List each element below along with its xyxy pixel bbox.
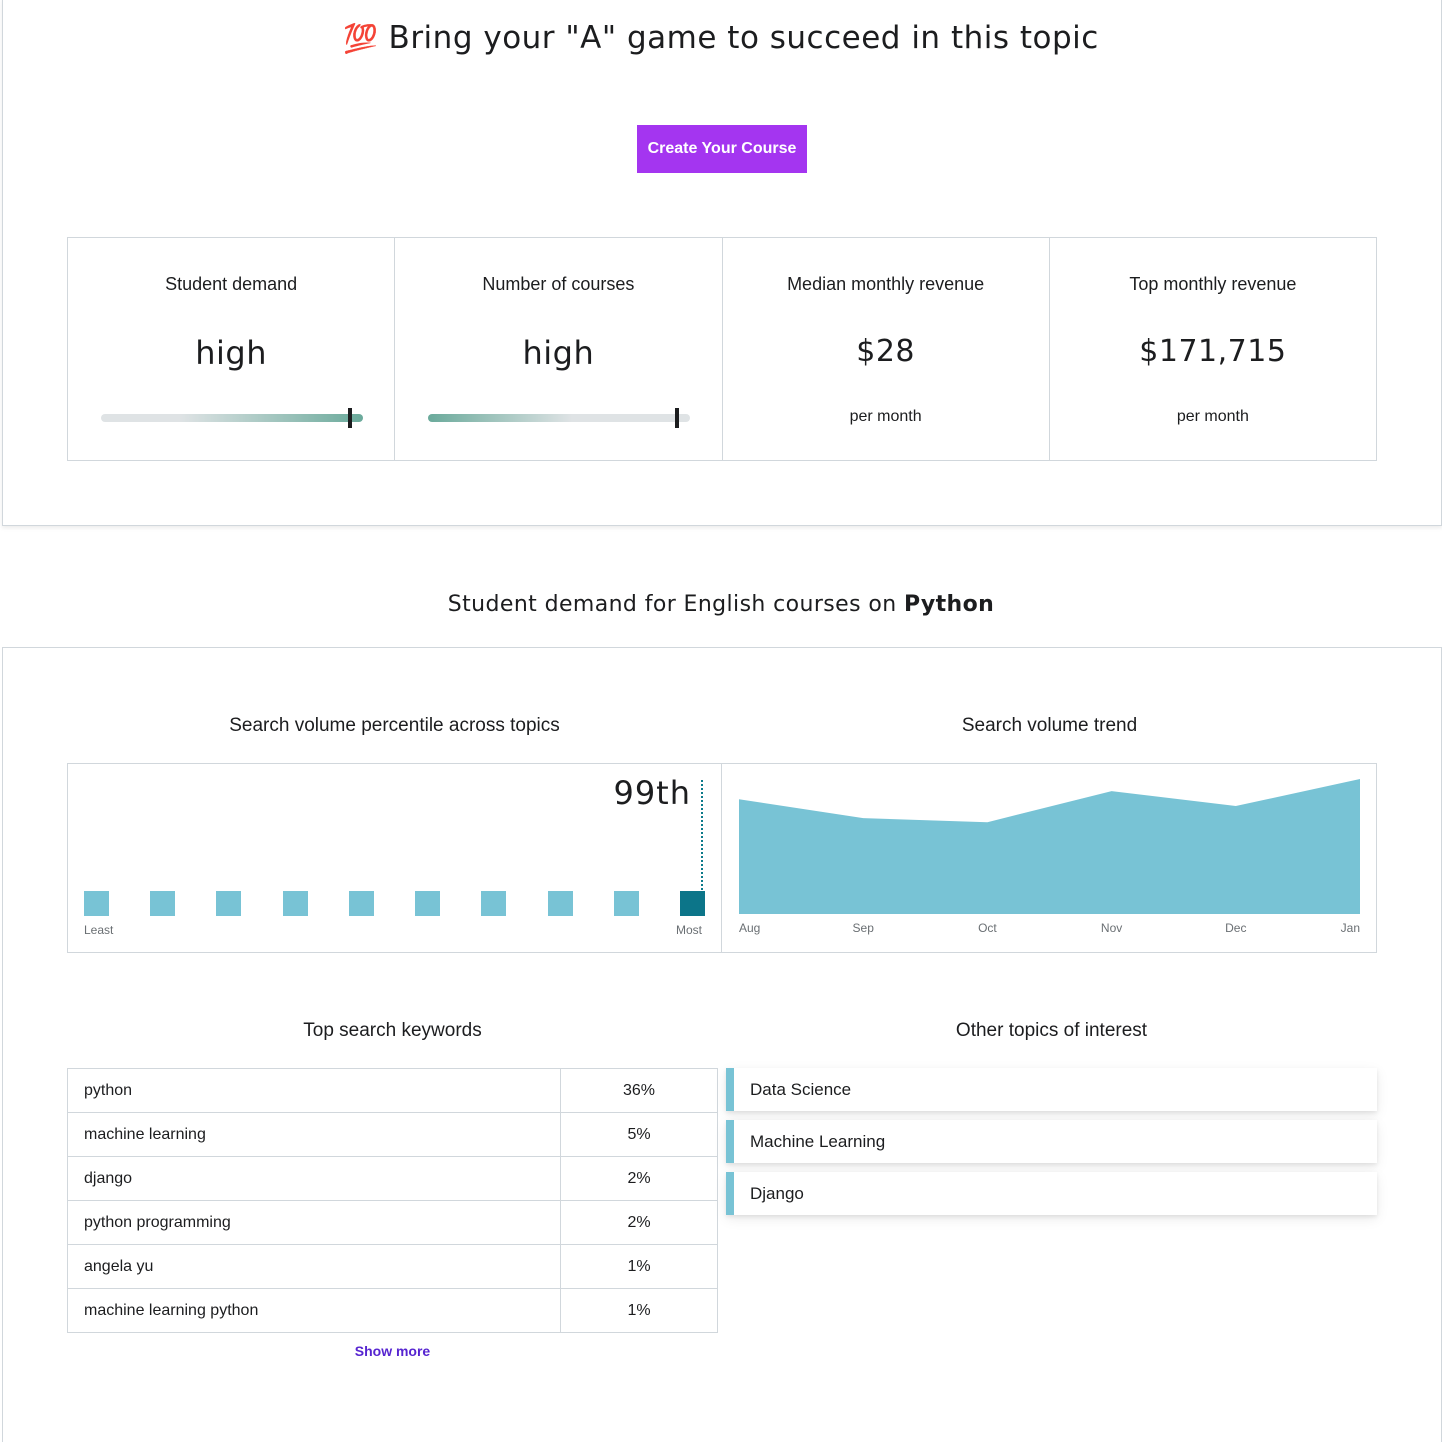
table-row: machine learning python 1%	[67, 1288, 718, 1333]
trend-panel: Aug Sep Oct Nov Dec Jan	[721, 763, 1377, 953]
metric-label: Number of courses	[482, 274, 635, 294]
metric-top-revenue: Top monthly revenue $171,715 per month	[1050, 238, 1376, 460]
table-row: django 2%	[67, 1156, 718, 1201]
metric-label: Top monthly revenue	[1129, 274, 1297, 294]
trend-area	[739, 779, 1360, 914]
table-row: python 36%	[67, 1068, 718, 1113]
metrics-panel: Student demand high Number of courses hi…	[67, 237, 1377, 461]
table-row: angela yu 1%	[67, 1244, 718, 1289]
percentile-bucket	[481, 891, 507, 916]
share-cell: 2%	[560, 1156, 718, 1201]
most-label: Most	[676, 923, 703, 937]
trend-x-label: Nov	[1101, 921, 1122, 935]
percentile-bucket	[415, 891, 441, 916]
share-cell: 1%	[560, 1288, 718, 1333]
create-course-button[interactable]: Create Your Course	[637, 125, 807, 173]
hero-title-text: Bring your "A" game to succeed in this t…	[388, 20, 1099, 56]
section-title-topic: Python	[903, 592, 995, 617]
topic-item-data-science[interactable]: Data Science	[726, 1068, 1377, 1111]
keywords-table: python 36% machine learning 5% django 2%…	[67, 1068, 718, 1333]
metric-label: Median monthly revenue	[787, 274, 985, 294]
trend-title: Search volume trend	[961, 715, 1138, 736]
trend-chart: Aug Sep Oct Nov Dec Jan	[739, 779, 1360, 935]
hero-heading: 💯 Bring your "A" game to succeed in this …	[0, 20, 1442, 56]
share-cell: 2%	[560, 1200, 718, 1245]
table-row: machine learning 5%	[67, 1112, 718, 1157]
share-cell: 36%	[560, 1068, 718, 1113]
percentile-panel: 99th Least Most	[67, 763, 722, 953]
keyword-cell: angela yu	[67, 1244, 561, 1289]
trend-x-label: Sep	[853, 921, 875, 935]
least-label: Least	[84, 923, 114, 937]
hundred-points-icon: 💯	[343, 22, 379, 55]
metric-value: high	[195, 334, 267, 372]
metric-sublabel: per month	[1176, 408, 1249, 425]
meter-marker	[675, 408, 680, 428]
percentile-bucket	[282, 891, 308, 916]
metric-value: $171,715	[1139, 334, 1287, 369]
show-more-link[interactable]: Show more	[354, 1343, 431, 1359]
metric-median-revenue: Median monthly revenue $28 per month	[723, 238, 1050, 460]
keyword-cell: python programming	[67, 1200, 561, 1245]
metric-value: $28	[856, 334, 915, 369]
percentile-title: Search volume percentile across topics	[229, 715, 560, 736]
topic-item-machine-learning[interactable]: Machine Learning	[726, 1120, 1377, 1163]
percentile-bucket	[680, 891, 705, 916]
percentile-bucket	[348, 891, 374, 916]
keyword-cell: python	[67, 1068, 561, 1113]
share-cell: 1%	[560, 1244, 718, 1289]
percentile-marker-line	[701, 780, 703, 890]
demand-meter	[101, 408, 363, 428]
trend-x-label: Aug	[739, 921, 760, 935]
trend-x-label: Oct	[978, 921, 997, 935]
percentile-bucket	[150, 891, 176, 916]
trend-x-label: Jan	[1341, 921, 1360, 935]
courses-meter	[428, 408, 691, 428]
percentile-bucket	[216, 891, 242, 916]
metric-number-of-courses: Number of courses high	[395, 238, 723, 460]
keyword-cell: django	[67, 1156, 561, 1201]
trend-x-label: Dec	[1225, 921, 1246, 935]
topic-item-django[interactable]: Django	[726, 1172, 1377, 1215]
topics-title: Other topics of interest	[955, 1020, 1148, 1041]
keyword-cell: machine learning	[67, 1112, 561, 1157]
percentile-bucket	[84, 891, 109, 916]
metric-label: Student demand	[165, 274, 298, 294]
percentile-bucket	[613, 891, 639, 916]
metric-sublabel: per month	[849, 408, 922, 425]
section-title-prefix: Student demand for English courses on	[447, 592, 904, 617]
percentile-bucket	[547, 891, 573, 916]
table-row: python programming 2%	[67, 1200, 718, 1245]
meter-marker	[347, 408, 352, 428]
percentile-value: 99th	[613, 774, 691, 812]
keyword-cell: machine learning python	[67, 1288, 561, 1333]
section-title: Student demand for English courses on Py…	[0, 592, 1442, 617]
keywords-title: Top search keywords	[303, 1020, 482, 1041]
metric-value: high	[522, 334, 595, 372]
share-cell: 5%	[560, 1112, 718, 1157]
metric-student-demand: Student demand high	[68, 238, 396, 460]
